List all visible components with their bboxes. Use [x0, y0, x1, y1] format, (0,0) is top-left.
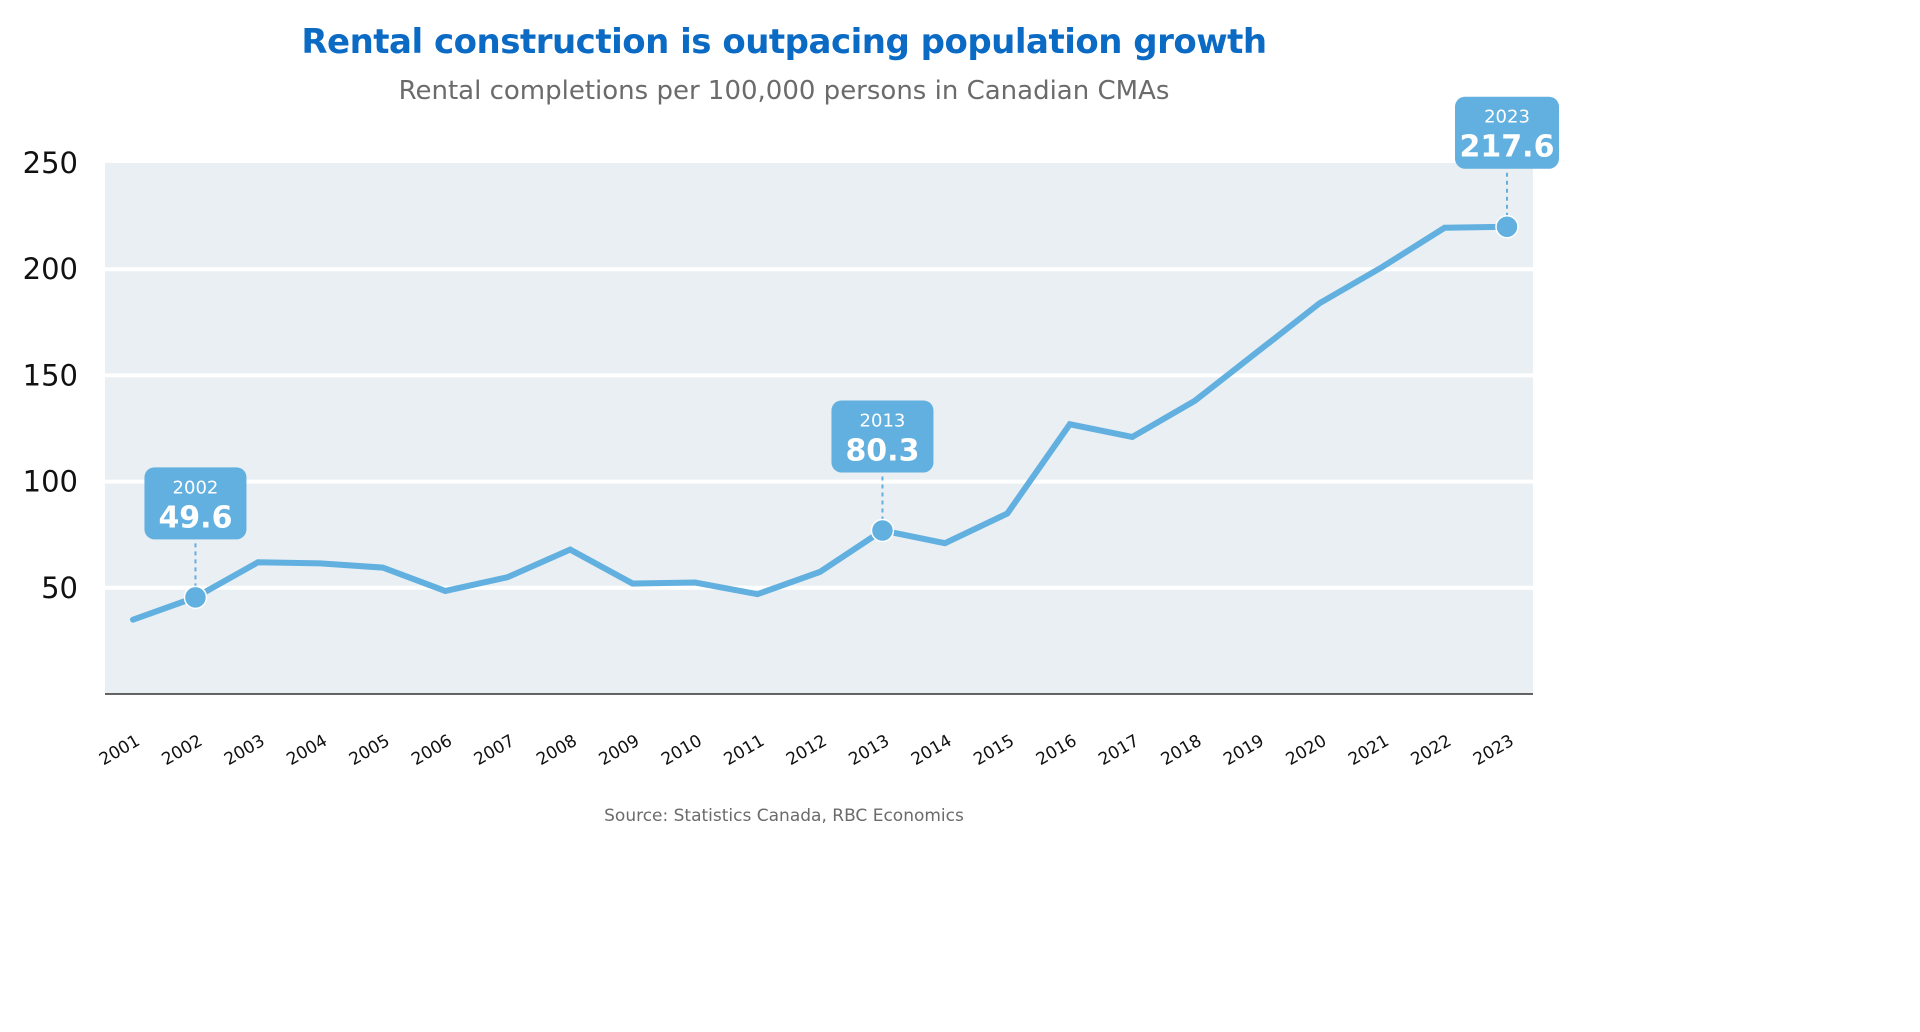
x-tick-label: 2003 [221, 731, 268, 770]
x-tick-label: 2016 [1033, 731, 1080, 770]
x-axis: 2001 2002 2003 2004 2005 2006 2007 2008 2009 2010… [96, 731, 1517, 770]
callout-value: 80.3 [845, 433, 919, 468]
source-note: Source: Statistics Canada, RBC Economics [604, 806, 964, 826]
x-tick-label: 2012 [783, 731, 830, 770]
y-tick-label: 200 [23, 252, 78, 286]
x-tick-label: 2018 [1158, 731, 1205, 770]
callout-year: 2002 [173, 477, 219, 498]
callout-value: 49.6 [158, 500, 232, 535]
x-tick-label: 2004 [283, 731, 330, 770]
callout-marker [870, 518, 895, 543]
y-tick-label: 50 [41, 571, 78, 605]
x-tick-label: 2013 [845, 731, 892, 770]
callout-box [144, 467, 247, 540]
series-layer [130, 223, 1510, 623]
gridlines [105, 267, 1533, 590]
callout-value: 217.6 [1460, 130, 1555, 165]
x-tick-label: 2006 [408, 731, 455, 770]
y-tick-label: 250 [23, 146, 78, 180]
x-tick-label: 2002 [158, 731, 205, 770]
callout-year: 2023 [1484, 107, 1530, 128]
plot-area [105, 163, 1533, 694]
x-tick-label: 2010 [658, 731, 705, 770]
x-tick-label: 2020 [1283, 731, 1330, 770]
callout-marker [1495, 214, 1519, 239]
x-tick-label: 2019 [1220, 731, 1267, 770]
callout-box [1455, 96, 1559, 169]
series-line [130, 223, 1510, 623]
chart-title: Rental construction is outpacing populat… [301, 22, 1267, 62]
y-axis: 50 100 150 200 250 [23, 146, 78, 605]
callout-marker [183, 585, 208, 610]
x-tick-label: 2005 [346, 731, 393, 770]
callout-year: 2013 [860, 410, 906, 431]
x-tick-label: 2023 [1470, 731, 1517, 770]
x-tick-label: 2022 [1408, 731, 1455, 770]
x-tick-label: 2017 [1095, 731, 1142, 770]
x-tick-label: 2014 [908, 731, 955, 770]
x-tick-label: 2021 [1345, 731, 1392, 770]
x-tick-label: 2011 [721, 731, 768, 770]
x-tick-label: 2007 [471, 731, 518, 770]
x-tick-label: 2015 [970, 731, 1017, 770]
chart-subtitle: Rental completions per 100,000 persons i… [398, 76, 1170, 106]
x-tick-label: 2009 [596, 731, 643, 770]
y-tick-label: 150 [23, 358, 78, 392]
callout-box [831, 400, 934, 473]
x-tick-label: 2001 [96, 731, 143, 770]
y-tick-label: 100 [23, 465, 78, 499]
x-tick-label: 2008 [533, 731, 580, 770]
